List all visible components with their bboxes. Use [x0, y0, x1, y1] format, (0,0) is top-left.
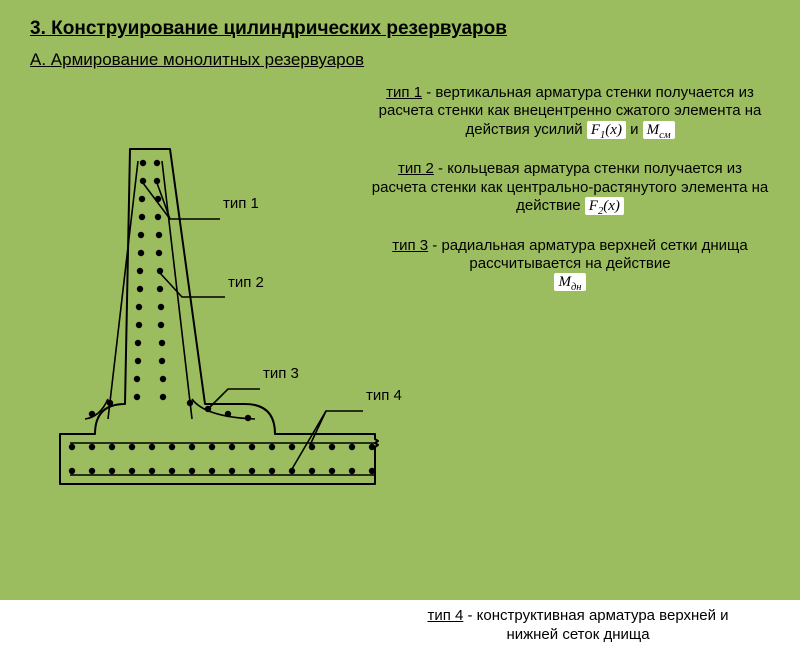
- heading-main: 3. Конструирование цилиндрических резерв…: [30, 18, 770, 40]
- desc-tip4-text: - конструктивная арматура верхней и нижн…: [463, 607, 728, 643]
- heading-main-text: Конструирование цилиндрических резервуар…: [51, 18, 507, 39]
- formula-Mdn: Mдн: [554, 273, 585, 291]
- desc-tip4-term: тип 4: [427, 607, 463, 624]
- descriptions-column: тип 1 - вертикальная арматура стенки пол…: [370, 84, 770, 313]
- desc-tip1-term: тип 1: [386, 84, 422, 101]
- heading-sub: А. Армирование монолитных резервуаров: [30, 50, 770, 70]
- heading-sub-num: А.: [30, 50, 46, 69]
- formula-F1: F1(x): [587, 121, 626, 139]
- desc-tip2: тип 2 - кольцевая арматура стенки получа…: [370, 160, 770, 218]
- formula-F2: F2(x): [585, 197, 624, 215]
- label-tip1: тип 1: [223, 195, 259, 212]
- reinforcement-diagram: [30, 104, 390, 534]
- label-tip2: тип 2: [228, 274, 264, 291]
- desc-tip1-text: - вертикальная арматура стенки получаетс…: [379, 84, 762, 138]
- formula-Mcm: Mсм: [643, 121, 675, 139]
- desc-tip1-and: и: [626, 121, 643, 138]
- desc-tip2-term: тип 2: [398, 160, 434, 177]
- label-tip3: тип 3: [263, 365, 299, 382]
- desc-tip3: тип 3 - радиальная арматура верхней сетк…: [370, 237, 770, 295]
- desc-tip3-text: - радиальная арматура верхней сетки днищ…: [428, 237, 748, 272]
- desc-tip4: тип 4 - конструктивная арматура верхней …: [408, 607, 748, 645]
- desc-tip3-term: тип 3: [392, 237, 428, 254]
- heading-main-num: 3.: [30, 18, 46, 39]
- label-tip4: тип 4: [366, 387, 402, 404]
- page-root: 3. Конструирование цилиндрических резерв…: [0, 0, 800, 600]
- heading-sub-text: Армирование монолитных резервуаров: [51, 50, 364, 69]
- desc-tip1: тип 1 - вертикальная арматура стенки пол…: [370, 84, 770, 142]
- content-area: тип 1 тип 2 тип 3 тип 4 тип 1 - вертикал…: [30, 84, 770, 584]
